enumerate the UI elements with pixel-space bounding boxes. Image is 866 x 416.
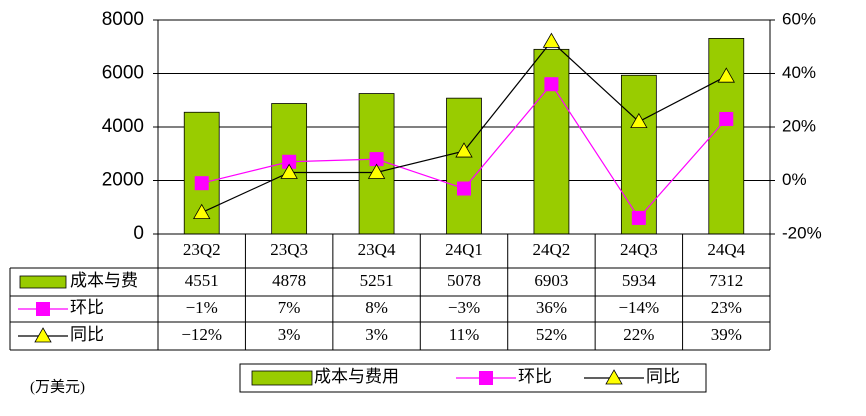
table-cell: 7312 <box>709 271 743 290</box>
table-row-label: 成本与费 <box>70 271 138 290</box>
marker <box>369 152 384 167</box>
table-cell: 4878 <box>272 271 306 290</box>
legend-key <box>34 327 52 343</box>
table-cell: 7% <box>278 298 301 317</box>
y-tick-label: 6000 <box>102 63 144 84</box>
y2-tick-label: 20% <box>782 116 816 135</box>
y-tick-label: 8000 <box>102 9 144 30</box>
y2-tick-label: 60% <box>782 9 816 28</box>
marker <box>193 203 211 219</box>
y-tick-label: 0 <box>133 223 144 244</box>
marker <box>719 111 734 126</box>
table-cell: 39% <box>711 325 742 344</box>
legend-key <box>36 302 50 316</box>
table-cell: 23% <box>711 298 742 317</box>
table-cell: 22% <box>623 325 654 344</box>
marker <box>367 163 386 179</box>
table-cell: 5251 <box>360 271 394 290</box>
legend-box <box>239 363 707 393</box>
table-cell: −3% <box>448 298 480 317</box>
y2-tick-label: 0% <box>782 170 807 189</box>
table-cell: −12% <box>181 325 222 344</box>
table-row-label: 同比 <box>70 325 104 344</box>
marker <box>457 181 471 196</box>
marker <box>630 112 648 129</box>
table-cell: 3% <box>365 325 388 344</box>
table-cell: 6903 <box>534 271 568 290</box>
bar <box>533 48 570 235</box>
marker <box>631 210 646 225</box>
marker <box>280 163 298 179</box>
x-tick-label: 23Q2 <box>183 240 221 259</box>
table-cell: 52% <box>536 325 567 344</box>
table-cell: 4551 <box>185 271 219 290</box>
y2-tick-label: 40% <box>782 63 816 82</box>
x-tick-label: 24Q1 <box>445 240 483 259</box>
table-cell: 5078 <box>447 271 481 290</box>
bar <box>620 74 657 235</box>
x-tick-label: 24Q3 <box>620 240 658 259</box>
y-tick-label: 4000 <box>102 116 144 137</box>
legend-label: 环比 <box>518 367 552 386</box>
marker <box>194 176 209 191</box>
unit-note: (万美元) <box>30 378 85 395</box>
y-tick-label: 2000 <box>102 170 144 191</box>
table-row-label: 环比 <box>70 298 104 317</box>
legend-key <box>251 370 313 386</box>
table-cell: −14% <box>618 298 659 317</box>
y2-tick-label: -20% <box>782 223 822 242</box>
x-tick-label: 24Q2 <box>533 240 571 259</box>
table-cell: 8% <box>365 298 388 317</box>
legend-label: 成本与费用 <box>314 367 399 386</box>
marker <box>717 67 735 83</box>
marker <box>282 154 297 169</box>
table-cell: 3% <box>278 325 301 344</box>
marker <box>542 32 561 48</box>
table-cell: −1% <box>186 298 218 317</box>
table-cell: 11% <box>449 325 480 344</box>
table-cell: 36% <box>536 298 567 317</box>
legend-key <box>605 369 623 385</box>
legend-key <box>479 371 493 385</box>
legend-key <box>19 275 67 289</box>
x-tick-label: 24Q4 <box>707 240 745 259</box>
x-tick-label: 23Q3 <box>270 240 308 259</box>
bar <box>446 97 482 235</box>
x-tick-label: 23Q4 <box>358 240 396 259</box>
marker <box>544 77 559 92</box>
legend-label: 同比 <box>646 367 680 386</box>
table-cell: 5934 <box>622 271 657 290</box>
marker <box>455 142 473 158</box>
